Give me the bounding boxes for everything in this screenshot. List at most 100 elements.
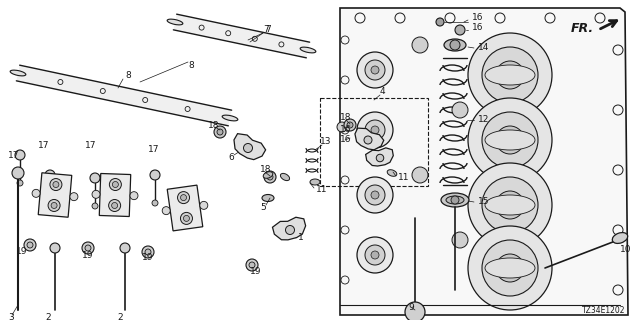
Text: 9: 9: [408, 303, 413, 313]
Circle shape: [92, 190, 100, 198]
Text: 2: 2: [117, 314, 123, 320]
Circle shape: [371, 126, 379, 134]
Ellipse shape: [10, 70, 26, 76]
Circle shape: [482, 112, 538, 168]
Circle shape: [249, 262, 255, 268]
Text: 1: 1: [298, 234, 304, 243]
Text: 5: 5: [260, 204, 266, 212]
Ellipse shape: [222, 115, 238, 121]
Circle shape: [217, 129, 223, 135]
Circle shape: [180, 195, 186, 201]
Circle shape: [468, 226, 552, 310]
Ellipse shape: [446, 196, 464, 204]
Circle shape: [365, 245, 385, 265]
Circle shape: [412, 167, 428, 183]
Circle shape: [452, 102, 468, 118]
Circle shape: [496, 61, 524, 89]
Circle shape: [27, 242, 33, 248]
Text: 18: 18: [260, 165, 271, 174]
Circle shape: [436, 18, 444, 26]
Polygon shape: [167, 185, 203, 231]
Circle shape: [468, 98, 552, 182]
Circle shape: [70, 193, 78, 201]
Circle shape: [113, 181, 118, 188]
Text: TZ34E1202: TZ34E1202: [582, 306, 625, 315]
Text: 18: 18: [208, 121, 220, 130]
Ellipse shape: [612, 233, 628, 244]
Circle shape: [200, 201, 208, 209]
Circle shape: [130, 192, 138, 200]
Circle shape: [162, 207, 170, 215]
Circle shape: [142, 246, 154, 258]
Text: 8: 8: [188, 60, 194, 69]
Circle shape: [496, 191, 524, 219]
Ellipse shape: [444, 39, 466, 51]
Ellipse shape: [280, 173, 289, 180]
Circle shape: [109, 199, 120, 212]
Circle shape: [47, 200, 53, 206]
Ellipse shape: [485, 195, 535, 215]
Circle shape: [24, 239, 36, 251]
Circle shape: [17, 180, 23, 186]
Ellipse shape: [387, 170, 397, 176]
Circle shape: [364, 136, 372, 144]
Circle shape: [371, 66, 379, 74]
Polygon shape: [173, 14, 310, 58]
Circle shape: [264, 171, 276, 183]
Ellipse shape: [263, 172, 273, 178]
Circle shape: [482, 240, 538, 296]
Circle shape: [482, 177, 538, 233]
Circle shape: [214, 126, 226, 138]
Circle shape: [120, 243, 130, 253]
Circle shape: [371, 251, 379, 259]
Ellipse shape: [167, 19, 183, 25]
Text: 18: 18: [340, 114, 351, 123]
Circle shape: [451, 196, 459, 204]
Circle shape: [45, 170, 55, 180]
Circle shape: [357, 237, 393, 273]
Text: 11: 11: [398, 173, 410, 182]
Circle shape: [412, 37, 428, 53]
Circle shape: [285, 226, 294, 235]
Text: 17: 17: [8, 150, 19, 159]
Text: 19: 19: [142, 253, 154, 262]
Circle shape: [32, 189, 40, 197]
Circle shape: [267, 174, 273, 180]
Text: FR.: FR.: [571, 21, 594, 35]
Text: 2: 2: [45, 314, 51, 320]
Ellipse shape: [262, 195, 274, 202]
Ellipse shape: [300, 47, 316, 53]
Circle shape: [184, 215, 189, 221]
Circle shape: [455, 25, 465, 35]
Ellipse shape: [441, 193, 469, 207]
Circle shape: [450, 40, 460, 50]
Circle shape: [482, 47, 538, 103]
Text: 4: 4: [380, 87, 386, 97]
Circle shape: [246, 259, 258, 271]
Text: 10: 10: [620, 245, 632, 254]
Text: 19: 19: [83, 251, 93, 260]
Text: 16: 16: [340, 125, 351, 134]
Circle shape: [177, 192, 189, 204]
Circle shape: [150, 170, 160, 180]
Ellipse shape: [485, 258, 535, 278]
Text: 17: 17: [85, 140, 97, 149]
Polygon shape: [273, 217, 306, 240]
Circle shape: [496, 254, 524, 282]
Circle shape: [90, 173, 100, 183]
Circle shape: [111, 203, 118, 209]
Circle shape: [50, 243, 60, 253]
Circle shape: [365, 60, 385, 80]
Text: 17: 17: [38, 140, 49, 149]
Text: 16: 16: [472, 13, 483, 22]
Text: 6: 6: [228, 154, 234, 163]
Circle shape: [15, 150, 25, 160]
Circle shape: [48, 199, 60, 212]
Text: 3: 3: [8, 314, 13, 320]
Circle shape: [344, 119, 356, 131]
Text: 16: 16: [472, 23, 483, 33]
Circle shape: [365, 120, 385, 140]
Circle shape: [468, 33, 552, 117]
Circle shape: [371, 191, 379, 199]
Circle shape: [365, 185, 385, 205]
